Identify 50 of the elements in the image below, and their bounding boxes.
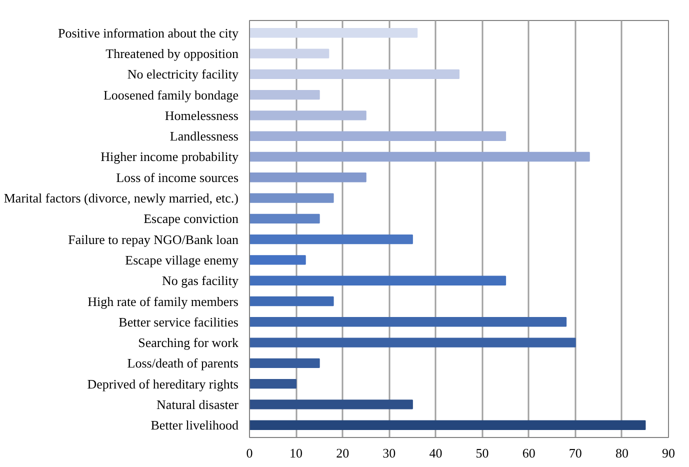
- y-tick-label: Positive information about the city: [58, 25, 239, 40]
- y-tick-label: Marital factors (divorce, newly married, etc.): [4, 190, 239, 206]
- y-tick-label: Searching for work: [138, 335, 239, 350]
- y-tick-label: Loosened family bondage: [103, 87, 239, 102]
- x-tick-label: 80: [615, 446, 628, 460]
- y-tick-label: High rate of family members: [88, 294, 239, 309]
- y-tick-label: No electricity facility: [127, 66, 239, 82]
- y-tick-label: Deprived of hereditary rights: [87, 376, 239, 392]
- x-tick-label: 10: [290, 446, 303, 460]
- y-tick-label: Escape conviction: [144, 211, 239, 226]
- y-tick-label: Better service facilities: [118, 314, 239, 330]
- bar: [250, 152, 590, 162]
- bar: [250, 48, 330, 58]
- bar: [250, 234, 413, 244]
- y-tick-label: Landlessness: [170, 128, 239, 144]
- y-tick-label: No gas facility: [162, 273, 239, 288]
- y-tick-label: Homelessness: [164, 108, 239, 123]
- bar: [250, 90, 320, 100]
- bar: [250, 172, 366, 182]
- bar: [250, 338, 576, 348]
- bar: [250, 255, 306, 265]
- x-tick-label: 40: [429, 446, 442, 460]
- x-tick-label: 50: [476, 446, 489, 460]
- bar: [250, 193, 334, 203]
- bar: [250, 317, 567, 327]
- bar: [250, 131, 506, 141]
- y-tick-label: Loss of income sources: [116, 170, 238, 185]
- bar: [250, 276, 506, 286]
- bar: [250, 214, 320, 224]
- y-tick-label: Escape village enemy: [125, 252, 239, 268]
- bar: [250, 400, 413, 410]
- bar: [250, 28, 418, 38]
- bar: [250, 296, 334, 306]
- x-tick-label: 0: [246, 446, 253, 460]
- x-tick-label: 70: [568, 446, 582, 460]
- y-tick-label: Better livelihood: [150, 418, 239, 433]
- y-tick-label: Higher income probability: [100, 149, 239, 164]
- bar: [250, 420, 646, 430]
- x-tick-label: 60: [522, 446, 536, 460]
- bar: [250, 358, 320, 368]
- y-tick-label: Natural disaster: [156, 396, 240, 412]
- y-tick-label: Loss/death of parents: [127, 356, 239, 371]
- bar: [250, 378, 297, 389]
- y-tick-label: Failure to repay NGO/Bank loan: [68, 232, 239, 247]
- bar: [250, 69, 460, 80]
- y-tick-label: Threatened by opposition: [106, 46, 239, 62]
- x-tick-label: 20: [336, 446, 350, 460]
- bar: [250, 110, 366, 120]
- x-tick-label: 90: [662, 446, 675, 460]
- x-tick-label: 30: [382, 446, 396, 460]
